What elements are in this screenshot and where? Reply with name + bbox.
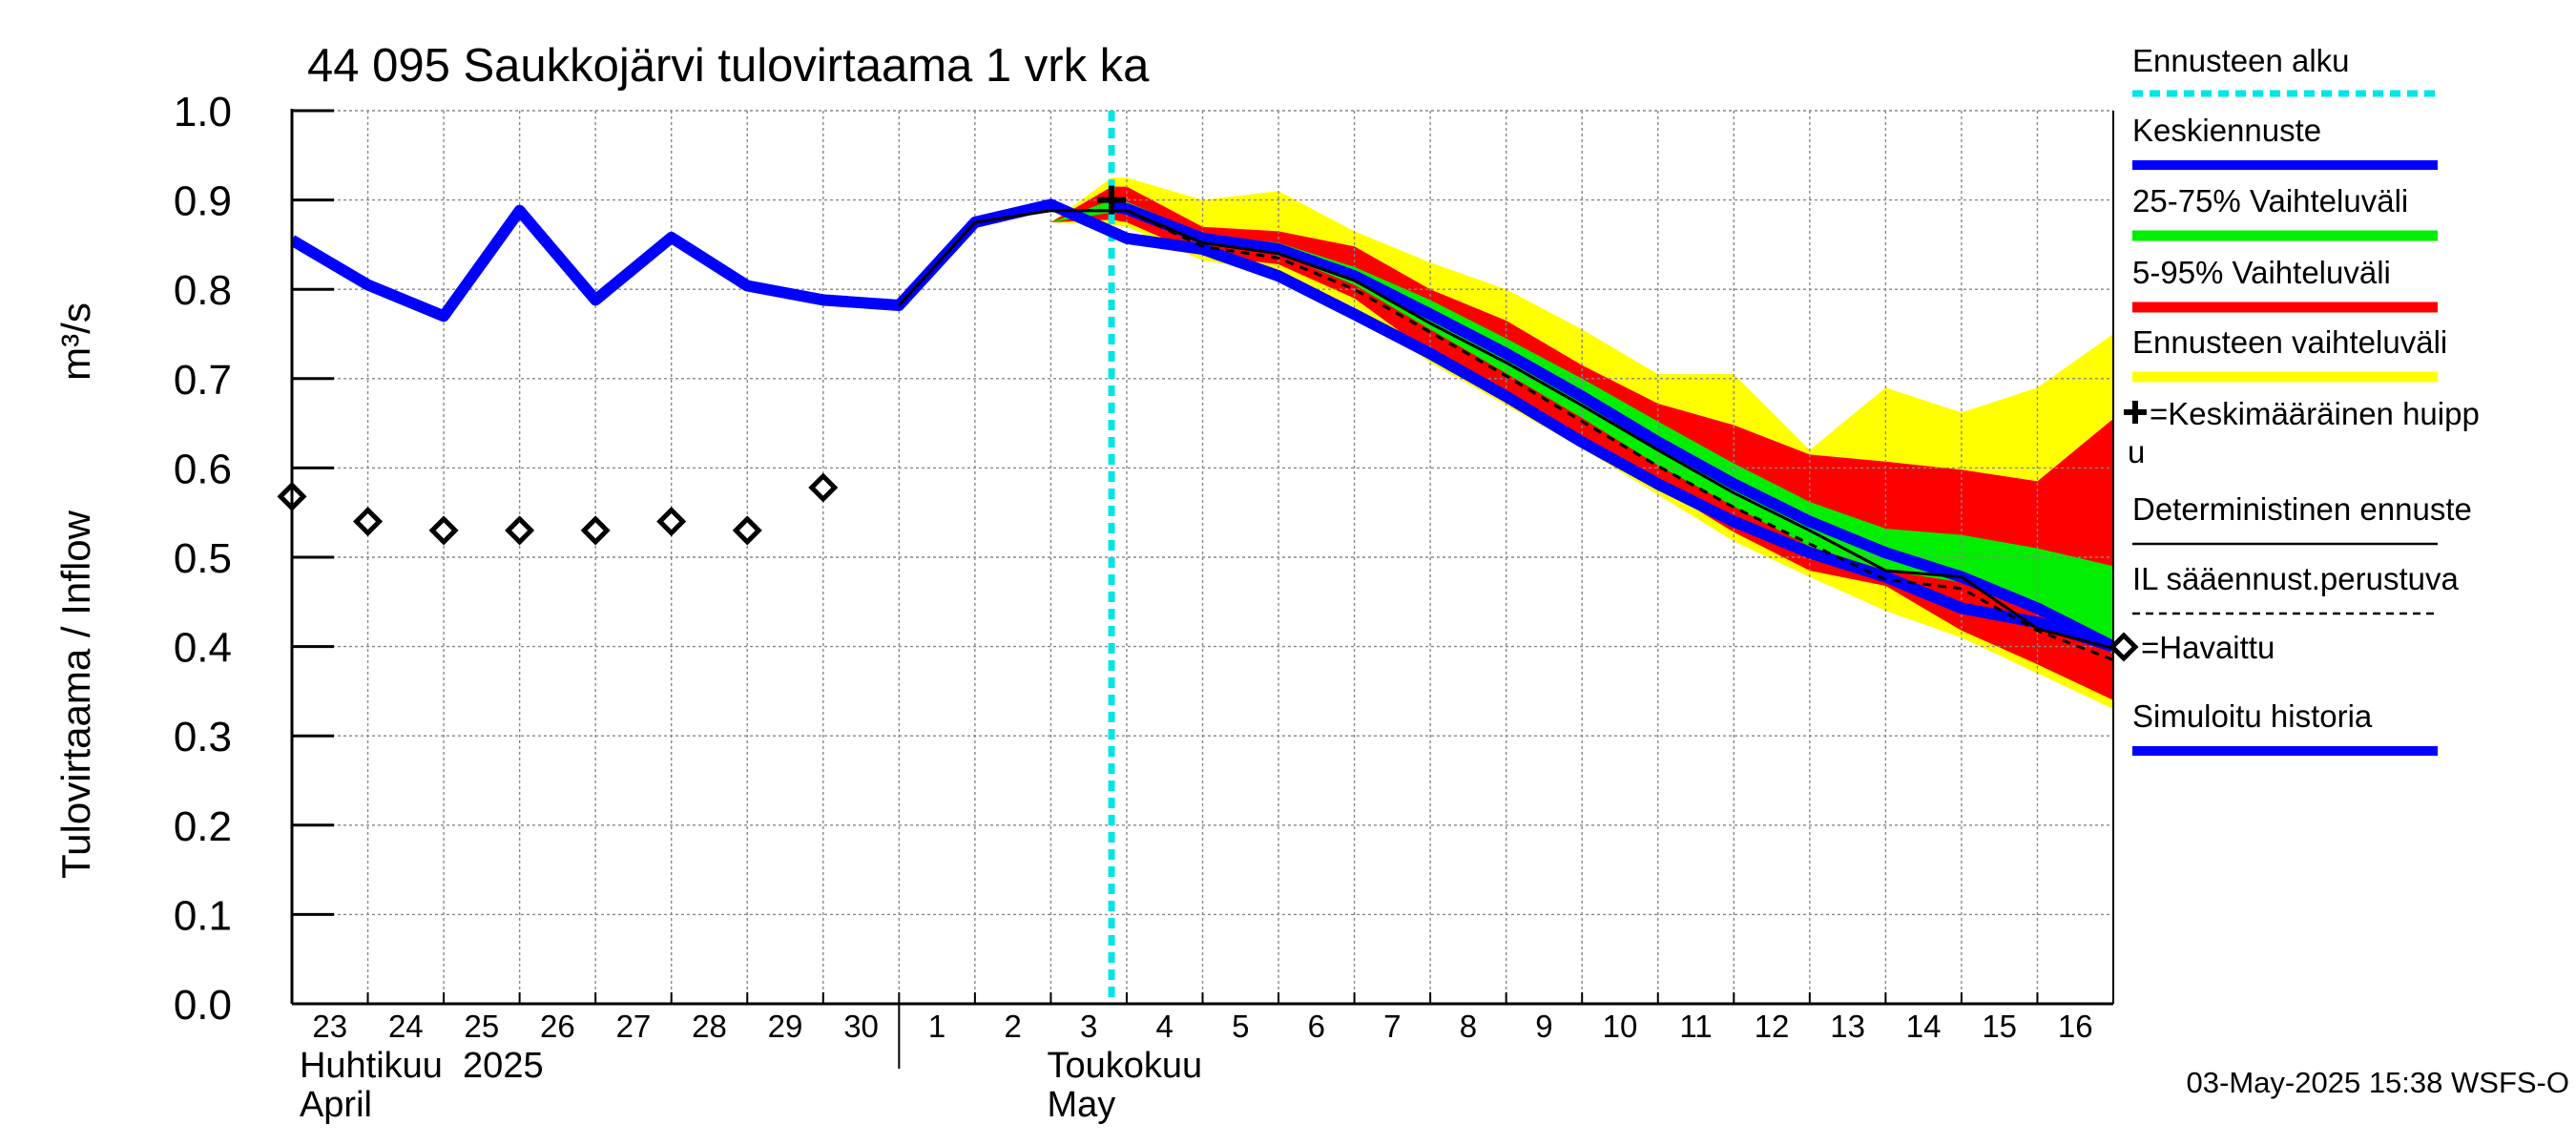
legend-label: =Keskimääräinen huipp (2150, 396, 2480, 431)
legend-label: Ennusteen alku (2132, 43, 2350, 78)
y-tick-label: 0.1 (174, 892, 232, 939)
legend-label: =Havaittu (2141, 630, 2275, 665)
x-tick-label: 7 (1383, 1009, 1401, 1044)
observed-point (428, 515, 459, 546)
x-tick-label: 26 (540, 1009, 575, 1044)
y-axis-unit-label: m³/s (53, 302, 98, 381)
observed-point (732, 515, 762, 546)
observed-point (656, 507, 687, 537)
y-tick-label: 0.3 (174, 714, 232, 760)
x-tick-label: 16 (2058, 1009, 2093, 1044)
x-tick-label: 4 (1156, 1009, 1174, 1044)
grid (292, 110, 2114, 1004)
band-vaihteluvali-5-95 (1050, 186, 2113, 700)
legend-peak-marker (2124, 401, 2147, 424)
x-tick-label: 8 (1460, 1009, 1477, 1044)
y-tick-label: 0.5 (174, 535, 232, 582)
x-tick-label: 2 (1004, 1009, 1021, 1044)
x-tick-label: 6 (1308, 1009, 1325, 1044)
x-tick-label: 9 (1535, 1009, 1552, 1044)
x-tick-label: 11 (1679, 1009, 1712, 1044)
observed-point (353, 507, 384, 537)
mean-peak-marker (1097, 185, 1127, 215)
x-tick-label: 30 (843, 1009, 879, 1044)
legend: Ennusteen alku Keskiennuste 25-75% Vaihtel… (2109, 43, 2480, 756)
x-tick-label: 13 (1830, 1009, 1865, 1044)
x-tick-label: 24 (388, 1009, 424, 1044)
legend-label: 25-75% Vaihteluväli (2132, 183, 2408, 219)
timestamp: 03-May-2025 15:38 WSFS-O (2187, 1066, 2569, 1099)
x-tick-label: 28 (692, 1009, 727, 1044)
legend-label: Ennusteen vaihteluväli (2132, 324, 2447, 360)
y-tick-label: 0.7 (174, 357, 232, 404)
x-tick-label: 23 (312, 1009, 347, 1044)
y-tick-label: 0.4 (174, 625, 232, 672)
observed-point (808, 472, 839, 503)
series-mean-forecast (1111, 200, 2113, 652)
x-tick-label: 1 (928, 1009, 945, 1044)
y-tick-label: 0.6 (174, 446, 232, 492)
legend-label: Simuloitu historia (2132, 698, 2373, 734)
x-tick-label: 10 (1603, 1009, 1638, 1044)
x-tick-label: 14 (1906, 1009, 1942, 1044)
x-tick-label: 5 (1232, 1009, 1249, 1044)
legend-label: IL sääennust.perustuva (2132, 561, 2459, 596)
legend-observed-marker (2109, 632, 2139, 662)
x-tick-label: 27 (616, 1009, 652, 1044)
month-label-fi: Toukokuu (1047, 1046, 1202, 1086)
month-label-fi: Huhtikuu 2025 (300, 1046, 544, 1086)
legend-label: Deterministinen ennuste (2132, 491, 2472, 527)
x-tick-label: 29 (768, 1009, 803, 1044)
x-tick-label: 25 (464, 1009, 499, 1044)
chart-title: 44 095 Saukkojärvi tulovirtaama 1 vrk ka (307, 40, 1150, 92)
y-tick-label: 0.2 (174, 803, 232, 850)
legend-label-wrap: u (2128, 434, 2145, 469)
legend-label: 5-95% Vaihteluväli (2132, 255, 2391, 290)
series-il-weather (1050, 209, 2113, 661)
y-tick-label: 0.9 (174, 178, 232, 225)
y-axis-label-left: Tulovirtaama / Inflow (53, 510, 98, 879)
series-lines (292, 111, 2113, 1004)
month-label-en: April (300, 1085, 372, 1125)
x-tick-label: 12 (1755, 1009, 1790, 1044)
series-simulated-history (292, 198, 2113, 653)
observed-point (505, 515, 535, 546)
y-tick-label: 0.8 (174, 267, 232, 314)
y-tick-label: 0.0 (174, 982, 232, 1029)
y-tick-label: 1.0 (174, 89, 232, 135)
legend-label: Keskiennuste (2132, 113, 2321, 148)
observed-point (580, 515, 611, 546)
x-tick-label: 15 (1982, 1009, 2017, 1044)
axes: 0.00.10.20.30.40.50.60.70.80.91.023 24 25 2… (174, 89, 2114, 1125)
x-tick-label: 3 (1080, 1009, 1097, 1044)
month-label-en: May (1047, 1085, 1115, 1125)
